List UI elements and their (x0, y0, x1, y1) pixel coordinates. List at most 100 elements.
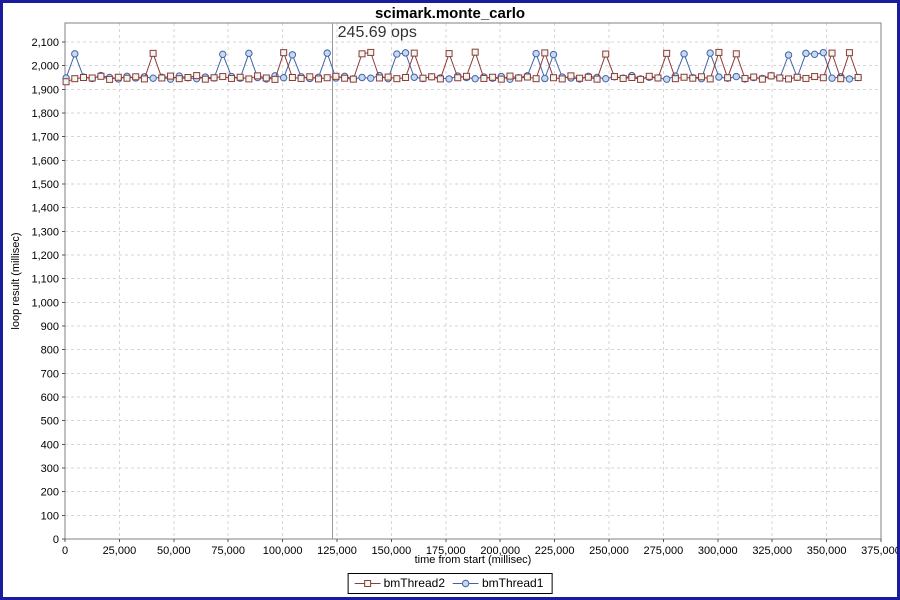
y-tick-label: 1,200 (31, 250, 59, 262)
marker-bmThread2 (106, 75, 114, 83)
y-tick-label: 1,000 (31, 297, 59, 309)
marker-bmThread2 (384, 73, 392, 81)
marker-bmThread2 (819, 74, 827, 82)
marker-bmThread2 (845, 49, 853, 57)
y-tick-label: 0 (53, 534, 59, 546)
y-tick-label: 1,600 (31, 155, 59, 167)
marker-bmThread2 (602, 50, 610, 58)
y-tick-label: 700 (41, 368, 59, 380)
marker-bmThread2 (637, 75, 645, 83)
marker-bmThread2 (628, 74, 636, 81)
marker-bmThread2 (210, 74, 218, 82)
marker-bmThread1 (732, 72, 740, 81)
throughput-annotation: 245.69 ops (337, 24, 417, 41)
marker-bmThread2 (767, 72, 775, 80)
marker-bmThread2 (323, 74, 331, 82)
y-tick-label: 1,900 (31, 84, 59, 96)
marker-bmThread1 (410, 73, 418, 81)
y-tick-label: 2,100 (31, 37, 59, 49)
marker-bmThread2 (158, 74, 166, 82)
marker-bmThread2 (802, 74, 810, 82)
chart-title: scimark.monte_carlo (374, 5, 526, 22)
marker-bmThread2 (341, 74, 349, 82)
plot-canvas: 0 100 200 300 400 500 600 700 800 900 1,000 1,100 1,… (31, 22, 897, 557)
marker-bmThread1 (323, 49, 331, 57)
marker-bmThread2 (315, 75, 323, 83)
marker-bmThread2 (184, 74, 192, 81)
marker-bmThread2 (462, 72, 470, 80)
marker-bmThread2 (471, 48, 479, 56)
marker-bmThread2 (697, 73, 705, 81)
marker-bmThread2 (445, 50, 453, 58)
marker-bmThread2 (201, 75, 209, 83)
marker-bmThread2 (715, 48, 723, 56)
marker-bmThread2 (593, 75, 601, 83)
marker-bmThread2 (332, 72, 340, 80)
x-tick-label: 375,000 (861, 545, 897, 557)
x-tick-label: 50,000 (157, 545, 191, 557)
marker-bmThread2 (140, 75, 148, 83)
y-tick-label: 500 (41, 416, 59, 428)
marker-bmThread2 (149, 49, 157, 57)
x-tick-label: 300,000 (698, 545, 738, 557)
marker-bmThread2 (132, 73, 140, 81)
marker-bmThread2 (506, 72, 514, 80)
marker-bmThread2 (480, 74, 488, 82)
marker-bmThread1 (393, 50, 401, 58)
marker-bmThread1 (358, 73, 366, 82)
marker-bmThread2 (550, 74, 558, 82)
x-tick-label: 75,000 (211, 545, 245, 557)
marker-bmThread2 (750, 73, 758, 81)
y-tick-label: 1,400 (31, 203, 59, 215)
circle-marker-icon (453, 579, 479, 587)
marker-bmThread2 (758, 75, 766, 83)
marker-bmThread2 (71, 75, 79, 83)
x-tick-label: 25,000 (103, 545, 137, 557)
marker-bmThread2 (523, 73, 531, 81)
marker-bmThread2 (97, 72, 105, 80)
y-tick-label: 200 (41, 487, 59, 499)
marker-bmThread2 (297, 74, 305, 82)
marker-bmThread1 (845, 75, 854, 83)
marker-bmThread2 (610, 73, 618, 81)
x-tick-label: 275,000 (644, 545, 684, 557)
legend-item-bmThread1: bmThread1 (453, 576, 543, 590)
marker-bmThread2 (193, 72, 201, 80)
legend-label-bmThread1: bmThread1 (482, 576, 544, 590)
marker-bmThread1 (602, 74, 610, 83)
marker-bmThread2 (811, 73, 819, 81)
marker-bmThread2 (837, 75, 845, 83)
marker-bmThread2 (375, 74, 383, 82)
marker-bmThread2 (671, 75, 679, 83)
marker-bmThread2 (663, 49, 671, 57)
x-tick-label: 200,000 (480, 545, 520, 557)
marker-bmThread2 (706, 75, 714, 83)
marker-bmThread2 (828, 49, 836, 57)
marker-bmThread2 (724, 74, 732, 82)
x-tick-label: 175,000 (426, 545, 466, 557)
y-tick-label: 400 (41, 439, 59, 451)
marker-bmThread1 (219, 50, 227, 59)
marker-bmThread2 (497, 75, 505, 83)
marker-bmThread2 (454, 74, 462, 82)
marker-bmThread2 (288, 74, 296, 81)
marker-bmThread1 (245, 49, 253, 58)
legend-item-bmThread2: bmThread2 (354, 576, 445, 590)
marker-bmThread2 (410, 49, 418, 57)
marker-bmThread2 (793, 73, 801, 81)
legend-label-bmThread2: bmThread2 (383, 576, 445, 590)
marker-bmThread2 (689, 74, 697, 82)
marker-bmThread1 (828, 74, 836, 82)
y-tick-label: 900 (41, 321, 59, 333)
marker-bmThread2 (393, 75, 401, 83)
y-tick-label: 600 (41, 392, 59, 404)
marker-bmThread2 (306, 73, 314, 81)
marker-bmThread1 (445, 75, 453, 83)
marker-bmThread2 (541, 49, 549, 57)
marker-bmThread2 (349, 75, 357, 83)
marker-bmThread1 (288, 51, 297, 59)
marker-bmThread2 (271, 75, 279, 83)
square-marker-icon (354, 579, 381, 587)
y-tick-label: 1,300 (31, 226, 59, 238)
